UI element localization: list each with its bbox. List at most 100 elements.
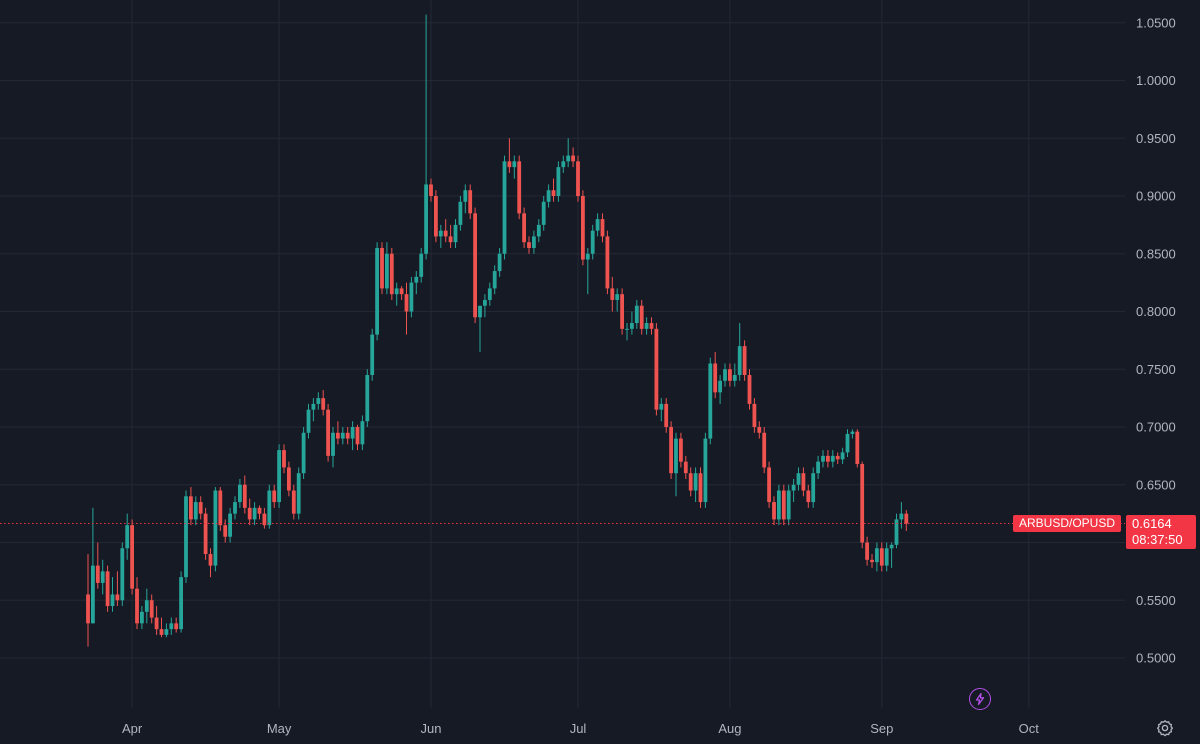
candle-body (429, 184, 433, 196)
candle (708, 357, 713, 445)
candle (801, 467, 806, 497)
candle-body (478, 305, 482, 318)
candle (267, 484, 272, 529)
candle-body (193, 502, 198, 520)
candle (757, 421, 762, 439)
symbol-label: ARBUSD/OPUSD (1013, 515, 1122, 532)
lightning-bolt-icon[interactable] (969, 688, 991, 710)
candle-body (879, 548, 884, 566)
candle-body (590, 230, 595, 254)
candle (659, 398, 664, 422)
candle-body (649, 323, 654, 329)
candle-body (801, 473, 806, 491)
candle-body (277, 450, 281, 503)
candle-body (865, 542, 869, 560)
candle-body (492, 271, 497, 289)
candle (541, 196, 546, 231)
candle (473, 207, 477, 324)
candle-body (242, 484, 247, 508)
candle (634, 299, 639, 329)
candle (468, 184, 473, 220)
candle (130, 519, 134, 595)
candle (742, 340, 747, 381)
candle-body (91, 565, 95, 624)
candle-body (556, 167, 561, 196)
candle-body (218, 490, 223, 526)
candle-body (252, 507, 257, 520)
candle (380, 242, 384, 295)
candle-body (380, 247, 384, 289)
candle (389, 247, 394, 300)
candle (615, 288, 620, 312)
candle (252, 502, 257, 526)
candle-body (875, 548, 879, 563)
candle-body (223, 525, 228, 537)
candle-body (164, 629, 169, 635)
candle-body (331, 432, 335, 456)
candle (737, 323, 742, 381)
y-tick-label: 0.8000 (1136, 304, 1176, 319)
candle-body (282, 450, 286, 468)
x-tick-label: Jul (570, 721, 587, 736)
candle-body (350, 427, 355, 439)
candle (718, 375, 722, 404)
candle-body (272, 490, 277, 503)
bar-countdown: 08:37:50 (1132, 532, 1183, 547)
candle (551, 178, 556, 202)
candle (830, 450, 835, 468)
candle (110, 577, 115, 612)
candle-body (767, 467, 771, 503)
candle (370, 328, 375, 381)
candle-body (345, 432, 350, 439)
candle (193, 496, 198, 526)
candle (777, 484, 781, 526)
candle-body (100, 571, 105, 583)
x-tick-label: Apr (122, 721, 143, 736)
candle (654, 323, 659, 416)
candle (791, 478, 796, 503)
candle-body (144, 600, 149, 612)
candle-body (713, 363, 718, 393)
candle-body (894, 519, 899, 545)
candle-body (610, 288, 615, 300)
grid-lines (0, 0, 1125, 708)
candle (639, 299, 644, 335)
candle-body (585, 253, 590, 260)
y-tick-label: 0.6500 (1136, 477, 1176, 492)
candle-body (238, 484, 242, 503)
candle-body (654, 328, 659, 410)
candle (487, 282, 492, 306)
candle (95, 542, 100, 589)
candle (350, 421, 355, 451)
candle-body (448, 236, 453, 243)
candle (301, 427, 306, 479)
candle (262, 507, 267, 529)
candle-body (394, 288, 399, 295)
candle (228, 507, 232, 543)
candle (669, 421, 673, 479)
candle (850, 429, 855, 439)
candle-body (664, 403, 669, 427)
candle (781, 484, 786, 526)
x-tick-label: Aug (718, 721, 741, 736)
candle (242, 475, 247, 514)
candle-body (458, 201, 463, 225)
gear-icon[interactable] (1156, 719, 1174, 737)
candle-body (326, 409, 330, 456)
candle (571, 147, 575, 168)
y-tick-label: 0.9000 (1136, 189, 1176, 204)
candle (732, 363, 737, 387)
candle-body (723, 369, 727, 381)
candle-body (213, 490, 218, 566)
candle-body (257, 507, 262, 514)
candle-body (669, 427, 673, 474)
candle-body (340, 432, 345, 439)
candle (698, 467, 703, 508)
candle-body (115, 594, 120, 601)
candle (159, 617, 164, 638)
candle-body (791, 484, 796, 491)
candle (169, 617, 174, 635)
candle-body (125, 525, 130, 549)
candle-body (179, 577, 183, 630)
